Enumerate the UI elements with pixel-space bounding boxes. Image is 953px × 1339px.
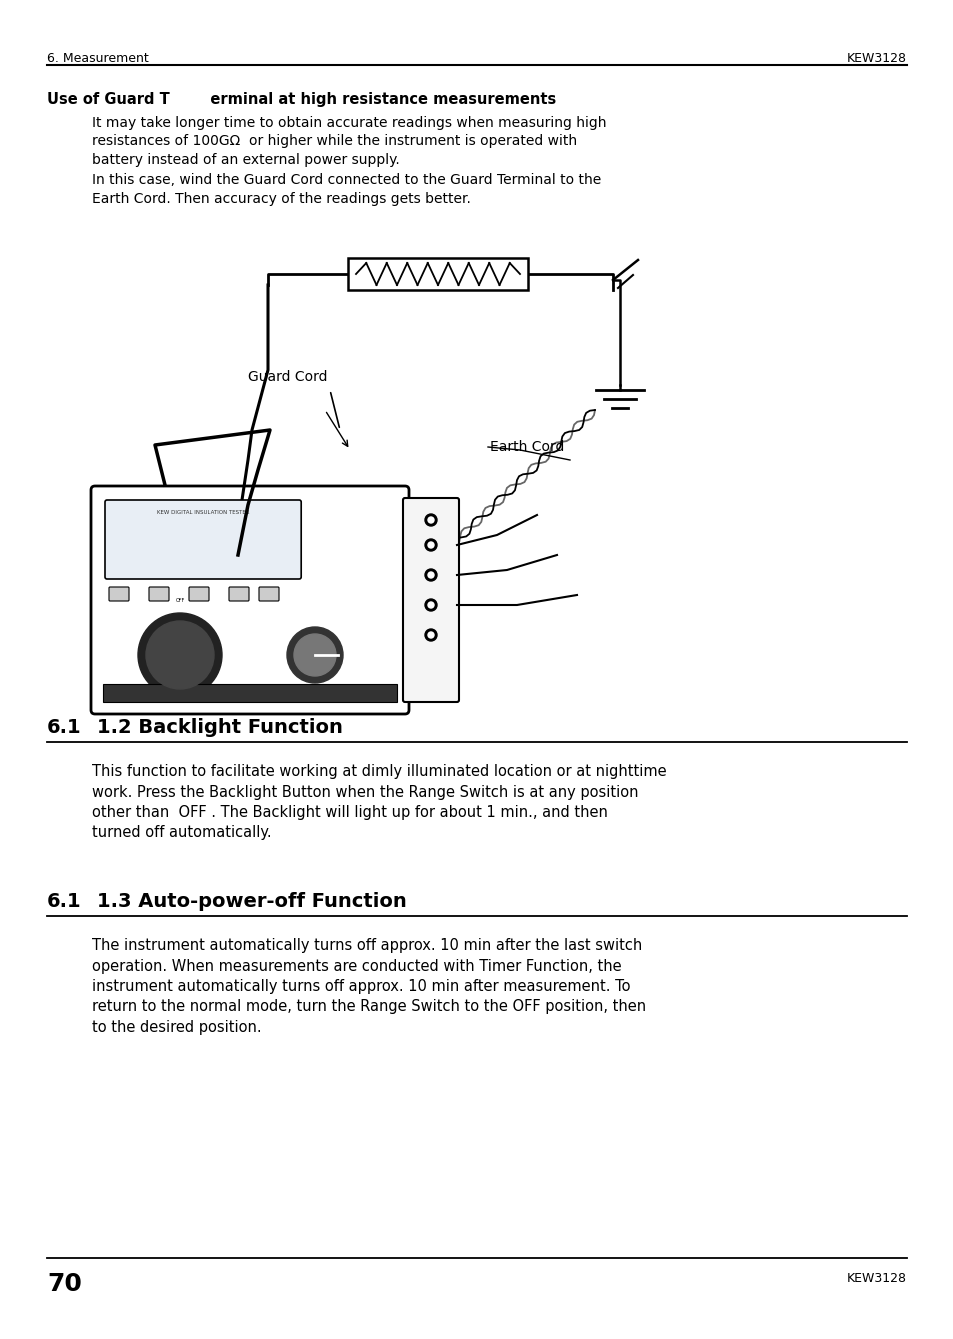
Text: return to the normal mode, turn the Range Switch to the OFF position, then: return to the normal mode, turn the Rang… — [91, 999, 645, 1015]
Text: battery instead of an external power supply.: battery instead of an external power sup… — [91, 153, 399, 167]
Text: other than  OFF . The Backlight will light up for about 1 min., and then: other than OFF . The Backlight will ligh… — [91, 805, 607, 819]
Text: Earth Cord: Earth Cord — [490, 441, 564, 454]
Text: KEW3128: KEW3128 — [846, 1272, 906, 1285]
Text: 6.1: 6.1 — [47, 892, 82, 911]
Text: Guard Cord: Guard Cord — [248, 370, 327, 384]
Circle shape — [428, 572, 434, 578]
Text: operation. When measurements are conducted with Timer Function, the: operation. When measurements are conduct… — [91, 959, 621, 973]
Text: It may take longer time to obtain accurate readings when measuring high: It may take longer time to obtain accura… — [91, 116, 606, 130]
Text: turned off automatically.: turned off automatically. — [91, 826, 272, 841]
Bar — [103, 684, 396, 702]
Text: work. Press the Backlight Button when the Range Switch is at any position: work. Press the Backlight Button when th… — [91, 785, 638, 799]
FancyBboxPatch shape — [105, 499, 301, 578]
FancyBboxPatch shape — [91, 486, 409, 714]
Circle shape — [424, 569, 436, 581]
Circle shape — [428, 542, 434, 548]
Text: This function to facilitate working at dimly illuminated location or at nighttim: This function to facilitate working at d… — [91, 765, 666, 779]
Circle shape — [287, 627, 343, 683]
FancyBboxPatch shape — [258, 586, 278, 601]
Text: 6.1: 6.1 — [47, 718, 82, 736]
Circle shape — [428, 603, 434, 608]
Text: 1.3 Auto-power-off Function: 1.3 Auto-power-off Function — [97, 892, 406, 911]
Bar — [348, 258, 527, 291]
FancyBboxPatch shape — [109, 586, 129, 601]
Circle shape — [428, 632, 434, 637]
Circle shape — [424, 514, 436, 526]
Circle shape — [428, 517, 434, 524]
Circle shape — [424, 629, 436, 641]
Text: erminal at high resistance measurements: erminal at high resistance measurements — [194, 92, 556, 107]
Text: instrument automatically turns off approx. 10 min after measurement. To: instrument automatically turns off appro… — [91, 979, 630, 994]
Text: 1.2 Backlight Function: 1.2 Backlight Function — [97, 718, 342, 736]
Text: Earth Cord. Then accuracy of the readings gets better.: Earth Cord. Then accuracy of the reading… — [91, 191, 471, 206]
FancyBboxPatch shape — [402, 498, 458, 702]
Text: OFF: OFF — [175, 599, 185, 604]
Text: KEW DIGITAL INSULATION TESTER: KEW DIGITAL INSULATION TESTER — [156, 510, 249, 516]
Circle shape — [424, 599, 436, 611]
Text: In this case, wind the Guard Cord connected to the Guard Terminal to the: In this case, wind the Guard Cord connec… — [91, 174, 600, 187]
Text: resistances of 100GΩ  or higher while the instrument is operated with: resistances of 100GΩ or higher while the… — [91, 134, 577, 149]
Circle shape — [294, 633, 335, 676]
Circle shape — [424, 540, 436, 552]
Text: The instrument automatically turns off approx. 10 min after the last switch: The instrument automatically turns off a… — [91, 939, 641, 953]
FancyBboxPatch shape — [149, 586, 169, 601]
Text: 70: 70 — [47, 1272, 82, 1296]
Circle shape — [146, 621, 213, 690]
Text: to the desired position.: to the desired position. — [91, 1020, 261, 1035]
FancyBboxPatch shape — [229, 586, 249, 601]
Text: 6. Measurement: 6. Measurement — [47, 52, 149, 66]
Text: Use of Guard T: Use of Guard T — [47, 92, 170, 107]
FancyBboxPatch shape — [189, 586, 209, 601]
Circle shape — [138, 613, 222, 698]
Text: KEW3128: KEW3128 — [846, 52, 906, 66]
